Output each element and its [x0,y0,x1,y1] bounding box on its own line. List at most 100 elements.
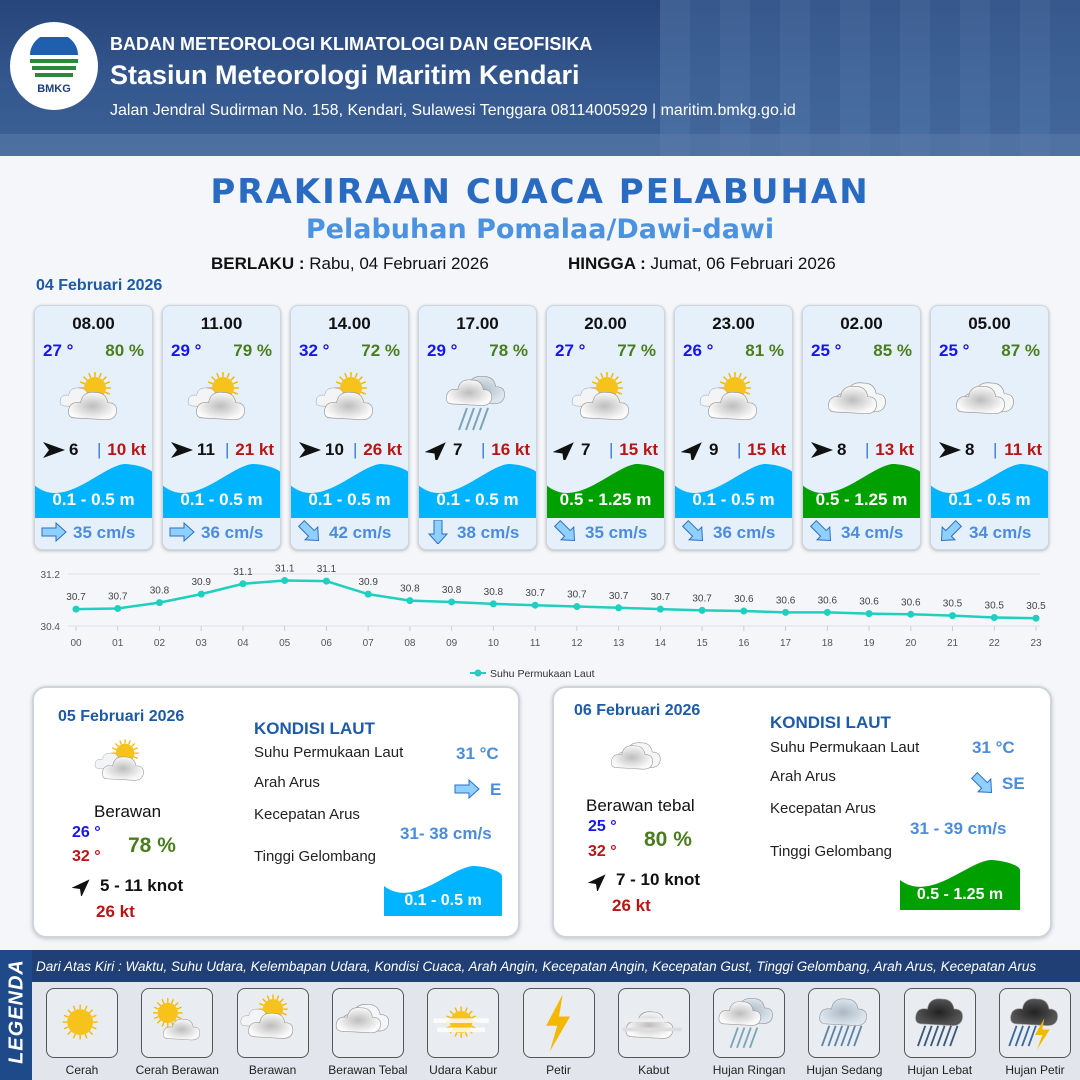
port-name: Pelabuhan Pomalaa/Dawi-dawi [305,214,775,245]
data-label: 30.5 [985,601,1005,612]
berawan-tebal-icon [335,1004,389,1034]
current-direction-icon [553,520,576,542]
wave-shape [419,464,536,518]
gust-speed: 21 kt [235,440,274,459]
divider: | [865,440,870,459]
data-point [782,608,790,616]
overcast-icon [611,742,661,770]
day3-gust: 26 kt [612,896,651,915]
port-background [660,0,1080,156]
legend-item-hujan-sedang [808,988,881,1058]
x-tick-label: 04 [237,638,249,649]
data-point [406,597,414,605]
legend-label: Cerah Berawan [135,1063,219,1077]
data-point [72,605,80,613]
day2-temp-max: 32 ° [72,848,101,865]
data-point [573,603,581,610]
data-label: 30.6 [818,595,838,606]
divider: | [353,440,358,459]
humidity: 87 % [1001,341,1040,360]
divider: | [609,440,614,459]
berawan-tebal-icon [956,382,1014,415]
wind-speed: 7 [581,440,591,459]
data-label: 31.1 [275,564,295,575]
data-point [114,604,122,612]
divider: | [737,440,742,459]
data-label: 31.1 [233,567,253,578]
legend-item-berawan-tebal [331,988,404,1058]
gust-speed: 11 kt [1004,440,1042,459]
data-label: 31.1 [317,564,337,575]
x-tick-label: 17 [780,638,792,649]
wave-height: 0.1 - 0.5 m [692,490,775,509]
data-point [823,608,831,616]
forecast-card-08.00: 08.00 27 ° 80 % 6 | 10 kt 0.1 - 0.5 m 35… [34,305,153,550]
wind-direction-icon [43,442,65,458]
x-tick-label: 12 [571,638,583,649]
current-direction-icon [41,521,67,543]
station-address: Jalan Jendral Sudirman No. 158, Kendari,… [110,102,796,119]
wind-speed: 10 [325,440,344,459]
forecast-time: 11.00 [200,314,243,333]
data-label: 30.9 [358,577,378,588]
forecast-card-11.00: 11.00 29 ° 79 % 11 | 21 kt 0.1 - 0.5 m 3… [162,305,281,550]
wave-shape [803,464,920,518]
day3-wave-label: Tinggi Gelombang [770,843,893,860]
current-speed: 36 cm/s [713,523,776,542]
data-point [990,614,998,622]
data-label: 30.8 [484,587,504,598]
humidity: 77 % [617,341,656,360]
air-temperature: 29 ° [171,341,202,360]
wave-height: 0.1 - 0.5 m [436,490,519,509]
legend-marker [474,669,482,677]
current-direction-icon [427,520,449,544]
logo-text: BMKG [37,83,71,95]
current-arrow-icon [970,771,993,794]
air-temperature: 26 ° [683,341,714,360]
day2-weather: Berawan [94,802,162,821]
y-tick-label: 31.2 [41,570,61,581]
wave-height: 0.5 - 1.25 m [559,490,652,509]
sea-surface-temperature-chart: 31.2 30.4 00 01 02 03 04 05 06 07 08 09 10 11 12 13 14 15… [41,564,1047,681]
forecast-time: 05.00 [968,314,1011,333]
wave-shape [547,464,664,518]
valid-to-value: Jumat, 06 Februari 2026 [650,254,836,273]
legend-item-hujan-petir [999,988,1071,1058]
day3-weather: Berawan tebal [586,796,695,815]
humidity: 81 % [745,341,784,360]
current-direction-icon [297,520,320,542]
legend-label: Kabut [638,1063,670,1077]
data-label: 30.6 [859,597,879,608]
data-label: 30.6 [776,595,796,606]
wave-shape [675,464,792,518]
data-label: 30.5 [943,599,963,610]
wind-direction-icon [425,442,446,460]
wind-direction-icon [681,442,702,460]
agency-name: BADAN METEOROLOGI KLIMATOLOGI DAN GEOFIS… [110,34,593,54]
day3-current-dir-label: Arah Arus [770,768,836,785]
current-speed: 34 cm/s [841,523,904,542]
day2-current-dir-label: Arah Arus [254,774,320,791]
data-label: 30.7 [525,588,545,599]
data-point [197,590,205,598]
data-point [865,610,873,618]
legend-label: Cerah [65,1063,99,1077]
y-tick-label: 30.4 [41,622,61,633]
data-label: 30.8 [150,586,170,597]
humidity: 85 % [873,341,912,360]
legend-label: Udara Kabur [429,1063,498,1077]
data-point [740,607,748,615]
wind-direction-icon [939,442,961,458]
wave-height: 0.1 - 0.5 m [52,490,135,509]
x-tick-label: 14 [655,638,667,649]
series-line [75,579,1037,620]
x-tick-label: 23 [1030,638,1042,649]
data-label: 30.7 [567,590,587,601]
x-tick-label: 05 [279,638,291,649]
data-point [1032,614,1040,622]
day2-sst: 31 °C [456,744,499,763]
wind-arrow-icon [588,874,606,891]
day2-humidity: 78 % [128,834,176,857]
header-banner: BMKG BADAN METEOROLOGI KLIMATOLOGI DAN G… [0,0,1080,156]
gust-speed: 26 kt [363,440,402,459]
